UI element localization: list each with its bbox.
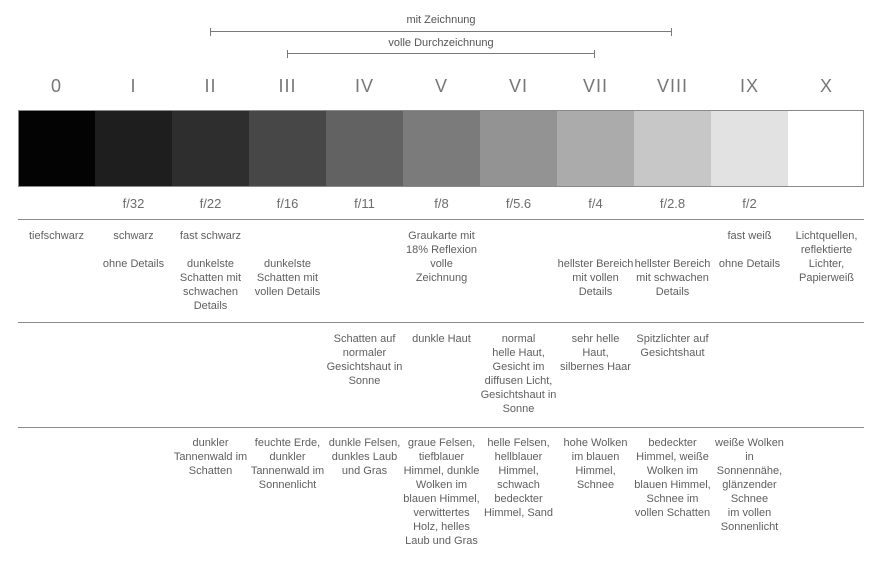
gray-swatch [480, 110, 557, 186]
zone-description-row3: bedeckter Himmel, weiße Wolken im blauen… [634, 437, 711, 519]
zone-description-row3: graue Felsen, tiefblauer Himmel, dunkle … [403, 437, 480, 547]
fstop-label: f/4 [588, 196, 603, 211]
swatch-border [863, 110, 864, 186]
divider-row2 [18, 427, 864, 428]
zone-description-row2: normal helle Haut, Gesicht im diffusen L… [480, 333, 557, 415]
zone-description-row1: schwarz ohne Details [102, 230, 165, 270]
range-bar-full-drawing [287, 50, 595, 58]
fstop-label: f/22 [199, 196, 222, 211]
zone-description-row1: hellster Bereich mit schwachen Details [634, 258, 711, 298]
zone-description-row3: dunkler Tannenwald im Schatten [173, 437, 248, 477]
fstop-label: f/8 [434, 196, 449, 211]
divider-fstops [18, 219, 864, 220]
divider-row1 [18, 322, 864, 323]
zone-numeral: I [130, 76, 137, 96]
gray-swatch [326, 110, 403, 186]
zone-description-row3: feuchte Erde, dunkler Tannenwald im Sonn… [250, 437, 325, 491]
zone-numeral: VII [582, 76, 608, 96]
zone-description-row2: Spitzlichter auf Gesichtshaut [636, 333, 709, 359]
gray-swatch [711, 110, 788, 186]
fstop-label: f/32 [122, 196, 145, 211]
zone-numeral: 0 [50, 76, 62, 96]
zone-description-row1: Lichtquellen, reflektierte Lichter, Papi… [795, 230, 858, 284]
fstop-label: f/2.8 [659, 196, 686, 211]
zone-numeral: IV [354, 76, 374, 96]
range-bar-with-drawing [210, 28, 672, 36]
gray-swatch [557, 110, 634, 186]
zone-numeral: X [819, 76, 833, 96]
zone-description-row3: helle Felsen, hellblauer Himmel, schwach… [483, 437, 554, 519]
zone-description-row2: dunkle Haut [412, 333, 471, 345]
zone-numeral: III [278, 76, 297, 96]
zone-description-row1: Graukarte mit 18% Reflexion volle Zeichn… [406, 230, 477, 284]
zone-description-row3: hohe Wolken im blauen Himmel, Schnee [563, 437, 628, 491]
zone-description-row1: tiefschwarz [28, 230, 85, 242]
zone-numeral: VI [508, 76, 528, 96]
range-label-full-drawing: volle Durchzeichnung [388, 37, 494, 49]
zone-description-row1: fast weiß ohne Details [718, 230, 781, 270]
range-label-with-drawing: mit Zeichnung [406, 14, 476, 26]
gray-swatch [634, 110, 711, 186]
fstop-label: f/5.6 [505, 196, 532, 211]
zone-description-row1: fast schwarz dunkelste Schatten mit schw… [179, 230, 242, 312]
zone-numeral: VIII [656, 76, 688, 96]
zone-numeral: IX [739, 76, 759, 96]
zone-description-row2: sehr helle Haut, silbernes Haar [560, 333, 631, 373]
zone-description-row3: dunkle Felsen, dunkles Laub und Gras [328, 437, 401, 477]
divider-swatch-bottom [18, 186, 864, 187]
zone-description-row2: Schatten auf normaler Gesichtshaut in So… [326, 333, 403, 387]
gray-swatch [788, 110, 865, 186]
fstop-label: f/11 [354, 196, 375, 211]
zone-description-row1: hellster Bereich mit vollen Details [557, 258, 634, 298]
gray-swatch [18, 110, 95, 186]
gray-swatch [403, 110, 480, 186]
zone-description-row1: dunkelste Schatten mit vollen Details [254, 258, 321, 298]
gray-swatch [249, 110, 326, 186]
swatch-border [18, 110, 19, 186]
zone-numeral: II [204, 76, 217, 96]
zone-numeral: V [434, 76, 448, 96]
gray-swatch [95, 110, 172, 186]
fstop-label: f/2 [742, 196, 757, 211]
gray-swatch [172, 110, 249, 186]
divider-top [18, 110, 864, 111]
fstop-label: f/16 [276, 196, 299, 211]
zone-description-row3: weiße Wolken in Sonnennähe, glänzender S… [715, 437, 784, 533]
